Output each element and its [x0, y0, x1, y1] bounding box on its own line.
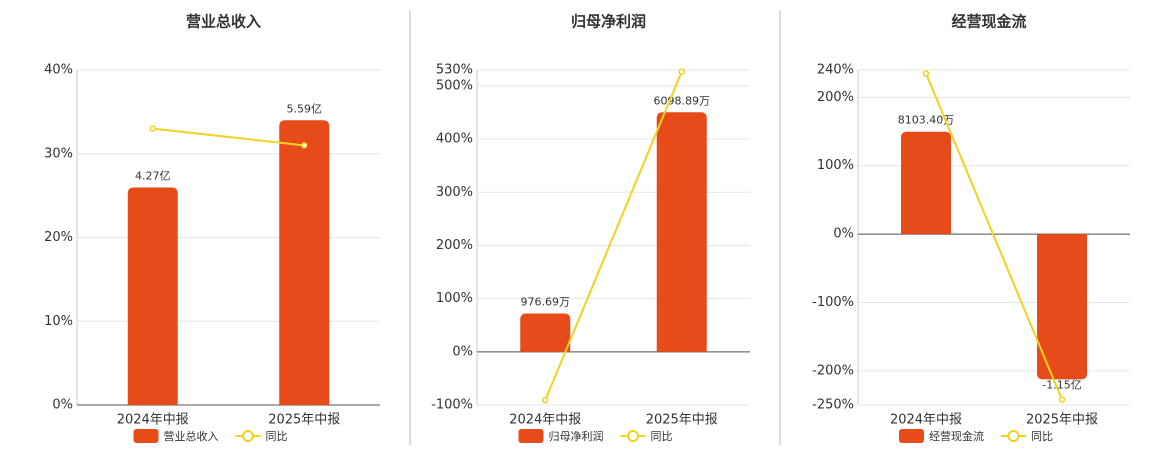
y-tick-label: -250% — [812, 398, 854, 413]
value-label: 6098.89万 — [654, 94, 711, 107]
y-tick-label: 10% — [44, 314, 73, 329]
y-tick-label: 100% — [817, 158, 854, 173]
legend-swatch — [1007, 430, 1020, 442]
y-tick-label: 0% — [452, 344, 473, 359]
legend-swatch — [133, 429, 159, 443]
line — [544, 71, 683, 401]
line-marker — [542, 396, 549, 404]
legend-swatch — [627, 430, 639, 442]
y-tick-label: -100% — [431, 398, 473, 413]
y-tick-label: 30% — [44, 146, 73, 161]
y-tick-label: 20% — [44, 230, 73, 245]
bar — [127, 187, 178, 405]
chart-title: 经营现金流 — [951, 13, 1026, 31]
chart-title: 归母净利润 — [571, 13, 646, 31]
y-tick-label: 200% — [436, 238, 473, 253]
value-label: 5.59亿 — [287, 102, 323, 115]
y-tick-label: 0% — [52, 398, 73, 413]
legend-swatch — [518, 429, 544, 443]
value-label: 976.69万 — [521, 295, 571, 308]
line-marker — [149, 125, 156, 132]
value-label: -1.15亿 — [1042, 378, 1081, 391]
y-tick-label: 200% — [817, 90, 854, 105]
x-tick-label: 2025年中报 — [1026, 413, 1098, 428]
y-tick-label: 400% — [436, 132, 473, 147]
legend-label: 同比 — [651, 430, 673, 443]
y-tick-label: 0% — [833, 227, 854, 242]
x-tick-label: 2024年中报 — [117, 413, 189, 428]
line-marker — [678, 68, 685, 75]
y-tick-label: 530% — [436, 63, 473, 78]
legend-label: 同比 — [1031, 430, 1053, 443]
x-tick-label: 2024年中报 — [890, 413, 962, 428]
bar — [520, 313, 571, 352]
legend-swatch — [899, 429, 924, 443]
chart-title: 营业总收入 — [186, 13, 261, 31]
bar — [279, 120, 330, 405]
x-tick-label: 2024年中报 — [509, 413, 581, 428]
legend-label: 同比 — [266, 430, 288, 443]
x-tick-label: 2025年中报 — [268, 413, 340, 428]
value-label: 8103.40万 — [898, 114, 955, 127]
y-tick-label: 500% — [436, 78, 473, 93]
legend-label: 归母净利润 — [549, 429, 604, 443]
legend-label: 营业总收入 — [164, 429, 219, 443]
bar — [1037, 234, 1087, 380]
y-tick-label: -100% — [812, 295, 854, 310]
line-marker — [922, 70, 930, 77]
y-tick-label: 40% — [44, 63, 73, 78]
y-tick-label: -200% — [812, 363, 854, 378]
line — [925, 73, 1063, 400]
bar — [656, 112, 707, 352]
bar — [901, 131, 951, 235]
line-marker — [1058, 396, 1066, 403]
legend-swatch — [242, 430, 254, 442]
y-tick-label: 240% — [817, 63, 854, 78]
line — [152, 127, 305, 147]
y-tick-label: 100% — [436, 291, 473, 306]
line-marker — [301, 142, 308, 149]
value-label: 4.27亿 — [135, 169, 171, 182]
y-tick-label: 300% — [436, 185, 473, 200]
x-tick-label: 2025年中报 — [646, 413, 718, 428]
legend-label: 经营现金流 — [929, 429, 984, 443]
